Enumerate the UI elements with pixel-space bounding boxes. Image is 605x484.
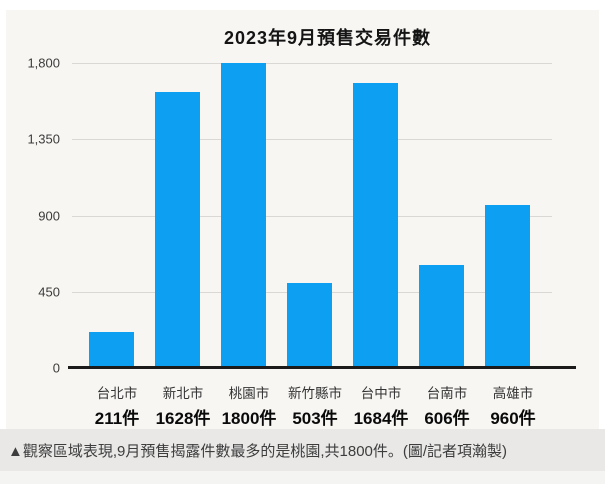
y-tick-label: 1,350 bbox=[27, 131, 60, 147]
bar-slot bbox=[474, 63, 540, 368]
bar-slot bbox=[276, 63, 342, 368]
value-label: 1684件 bbox=[353, 409, 409, 428]
value-label: 606件 bbox=[424, 409, 470, 428]
bar-台中市 bbox=[352, 82, 398, 368]
gridline bbox=[72, 63, 552, 64]
bar-slot bbox=[78, 63, 144, 368]
chart-title: 2023年9月預售交易件數 bbox=[223, 28, 432, 48]
x-axis-line bbox=[68, 366, 576, 369]
footer-strip bbox=[0, 471, 605, 484]
bar-value-labels: 211件 1628件 1800件 503件 1684件 606件 960件 bbox=[84, 404, 546, 429]
category-label: 高雄市 bbox=[492, 386, 534, 401]
gridline bbox=[72, 139, 552, 141]
bars-layer bbox=[78, 63, 540, 368]
gridline bbox=[72, 215, 552, 217]
category-label: 桃園市 bbox=[228, 386, 270, 401]
category-label: 新竹縣市 bbox=[288, 386, 342, 401]
bar-台南市 bbox=[418, 265, 464, 368]
value-label: 960件 bbox=[490, 409, 536, 428]
caption-band: ▲觀察區域表現,9月預售揭露件數最多的是桃園,共1800件。(圖/記者項瀚製) bbox=[0, 429, 605, 471]
y-tick-label: 450 bbox=[38, 284, 60, 300]
bar-桃園市 bbox=[220, 63, 266, 368]
bar-slot bbox=[144, 63, 210, 368]
bar-台北市 bbox=[88, 332, 134, 368]
bar-slot bbox=[408, 63, 474, 368]
x-axis-category-labels: 台北市 新北市 桃園市 新竹縣市 台中市 台南市 高雄市 bbox=[84, 382, 546, 402]
y-tick-label: 900 bbox=[38, 208, 60, 223]
y-tick-label: 0 bbox=[52, 360, 60, 376]
value-label: 211件 bbox=[94, 409, 140, 428]
category-label: 台南市 bbox=[426, 386, 468, 401]
chart-panel: 2023年9月預售交易件數 1,800 1,350 900 450 0 台北市 新北市 桃園… bbox=[6, 10, 599, 429]
chart-plot-area: 1,800 1,350 900 450 0 bbox=[27, 56, 576, 376]
y-tick-label: 1,800 bbox=[27, 55, 60, 71]
bar-高雄市 bbox=[484, 205, 530, 368]
caption-text: ▲觀察區域表現,9月預售揭露件數最多的是桃園,共1800件。(圖/記者項瀚製) bbox=[8, 442, 508, 460]
bar-slot bbox=[210, 63, 276, 368]
category-label: 台北市 bbox=[96, 386, 138, 401]
bar-slot bbox=[342, 63, 408, 368]
value-label: 1628件 bbox=[155, 409, 211, 428]
value-label: 503件 bbox=[292, 409, 338, 428]
category-label: 新北市 bbox=[162, 386, 204, 401]
category-label: 台中市 bbox=[360, 386, 402, 401]
value-label: 1800件 bbox=[221, 409, 277, 428]
bar-新北市 bbox=[154, 92, 200, 368]
bar-新竹縣市 bbox=[286, 282, 332, 368]
